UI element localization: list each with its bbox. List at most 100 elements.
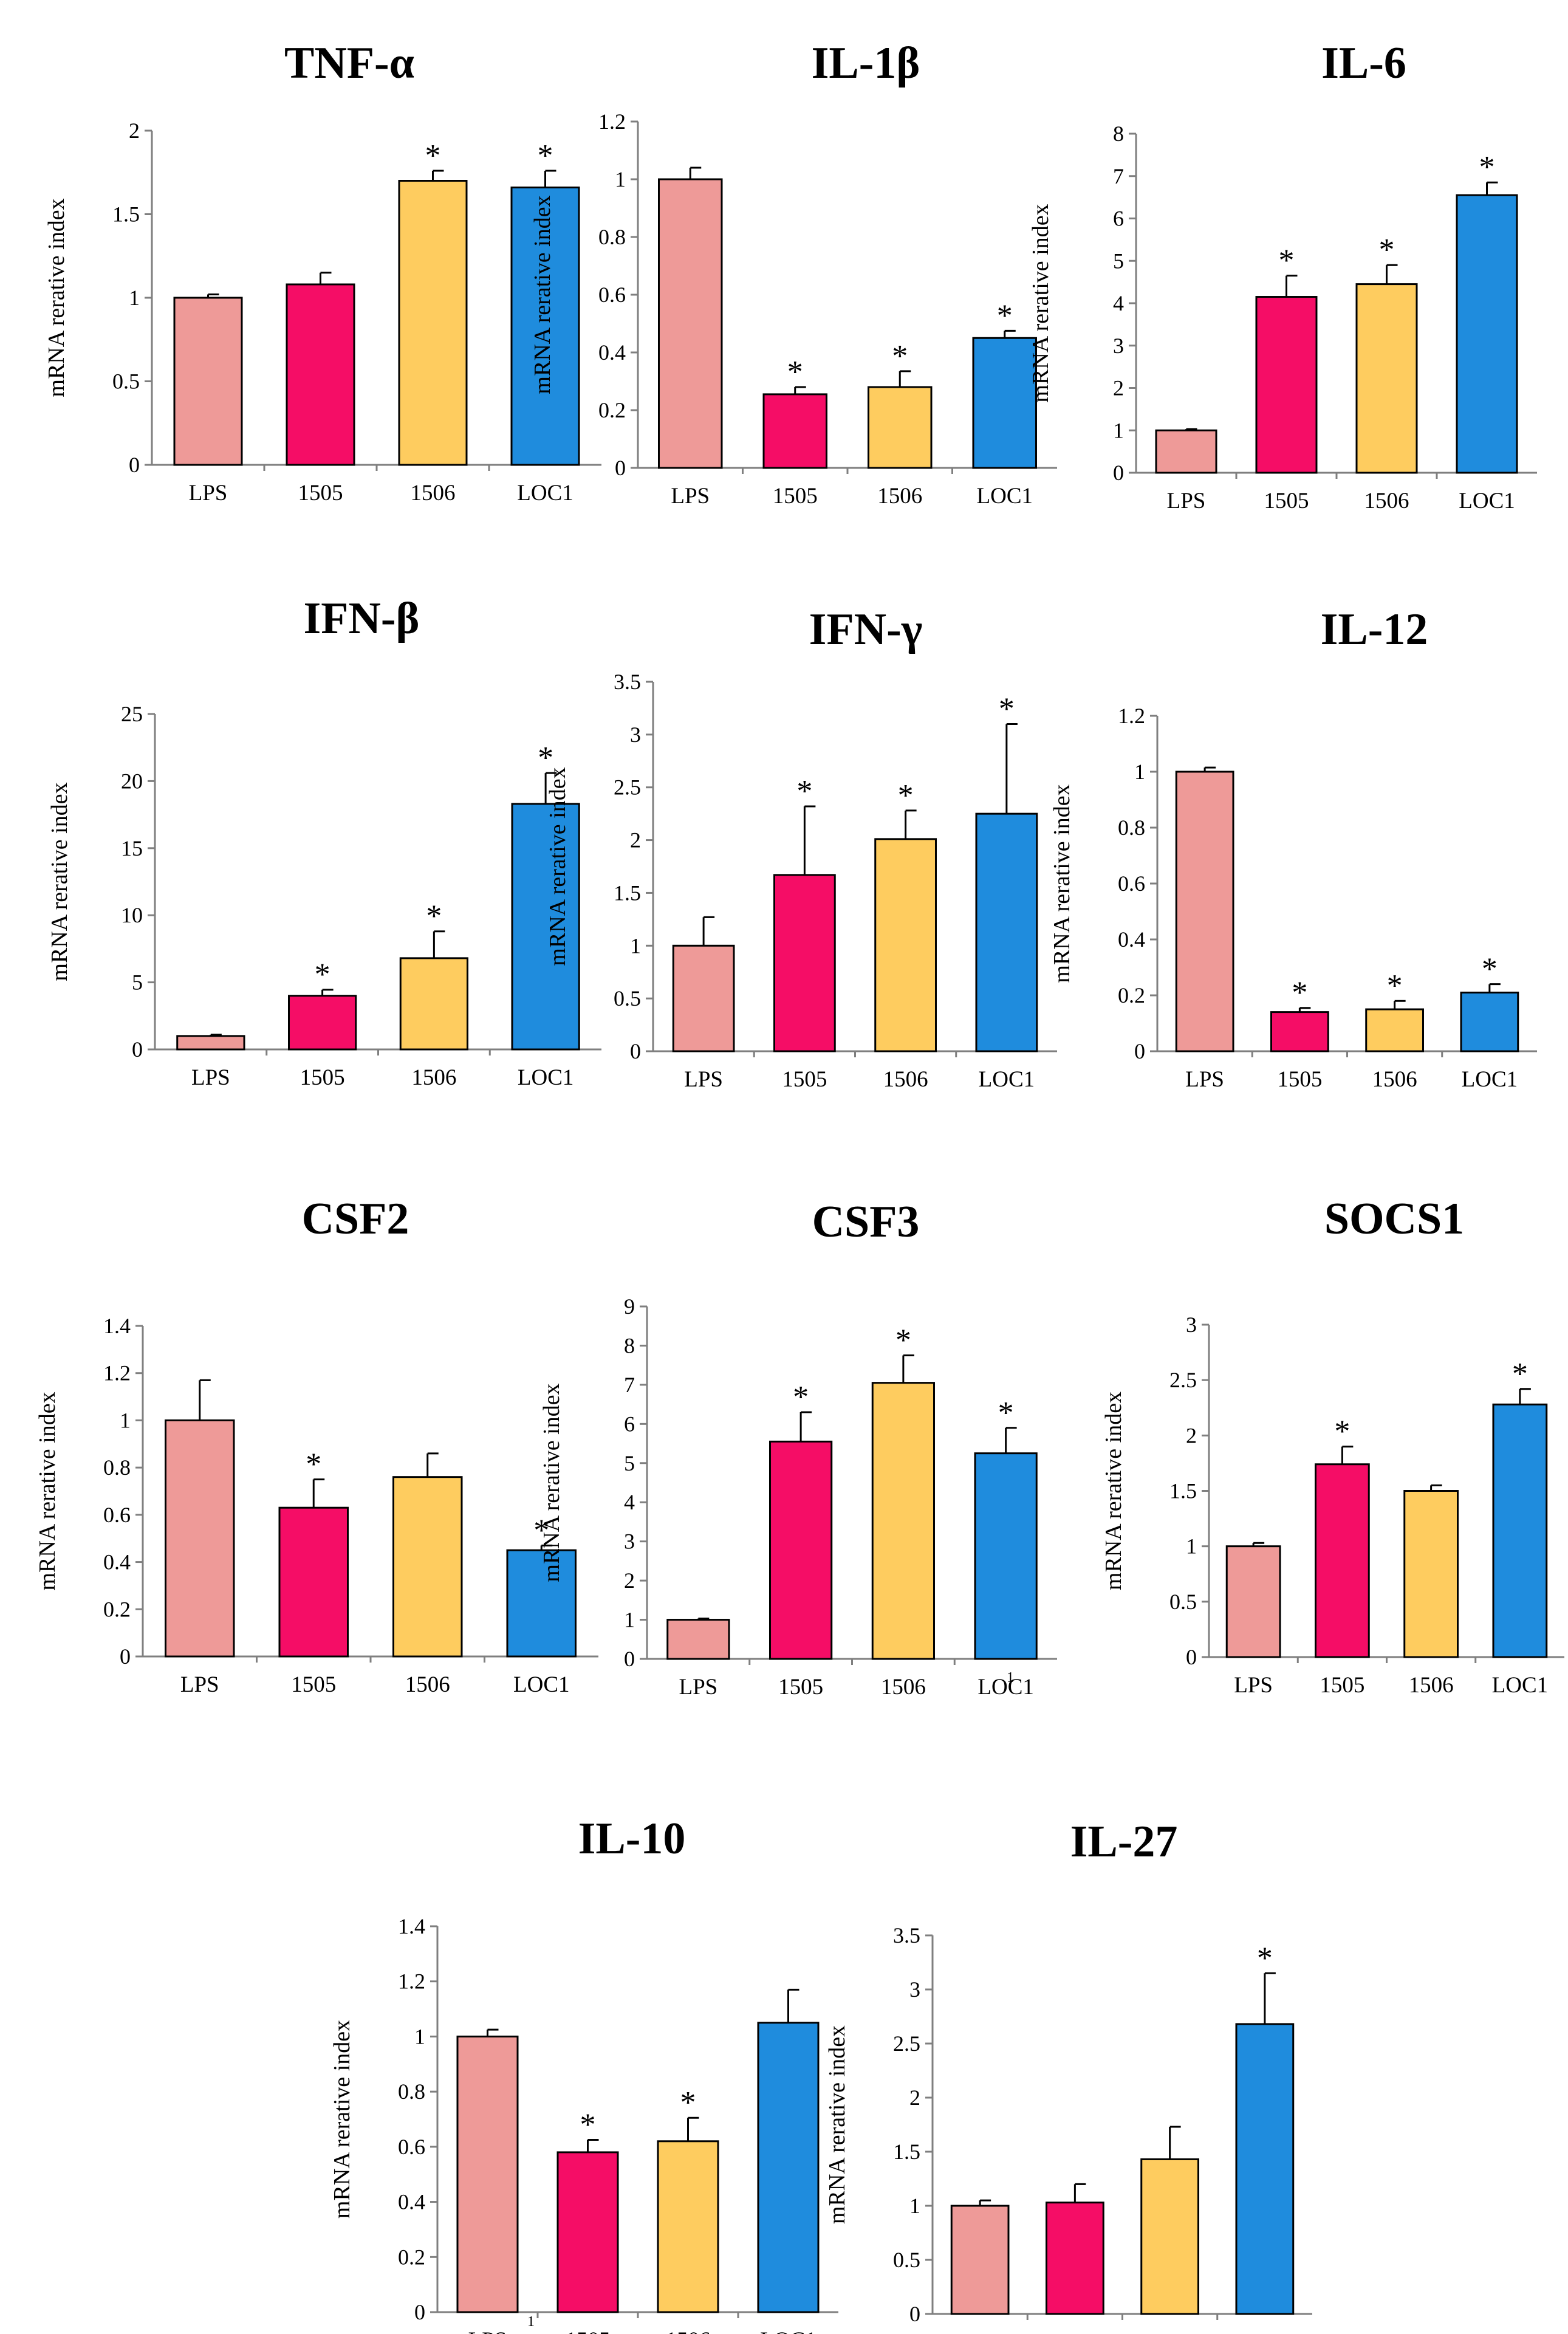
significance-marker: * <box>1387 969 1403 1003</box>
bar <box>1365 1008 1424 1052</box>
significance-marker: * <box>796 774 812 809</box>
x-tick-label: LOC1 <box>977 1675 1034 1700</box>
y-tick-label: 1 <box>1186 1534 1197 1559</box>
significance-marker: * <box>892 339 908 374</box>
chart-title: IL-1β <box>812 38 920 88</box>
bar <box>658 178 723 469</box>
y-tick-label: 20 <box>121 769 143 793</box>
y-tick-label: 0 <box>1113 461 1124 485</box>
significance-marker: * <box>787 355 803 390</box>
significance-marker: * <box>533 1513 549 1548</box>
significance-marker: * <box>1479 150 1495 185</box>
y-tick-label: 2 <box>624 1568 635 1593</box>
y-tick-label: 1.5 <box>1169 1479 1197 1503</box>
y-tick-label: 1.5 <box>893 2140 920 2164</box>
y-tick-label: 0.8 <box>1118 815 1145 840</box>
significance-marker: * <box>306 1447 321 1482</box>
significance-marker: * <box>898 778 914 813</box>
chart-panel: IL-10 mRNA rerative index 0 0.2 0.4 0.6 0.8 1 1.… <box>329 1814 838 2334</box>
y-tick-label: 1.2 <box>103 1361 131 1385</box>
y-axis-label: mRNA rerative index <box>35 1392 60 1590</box>
bar <box>399 957 468 1051</box>
bar <box>757 2022 820 2313</box>
y-axis-label: mRNA rerative index <box>824 2025 850 2224</box>
y-axis-label: mRNA rerative index <box>47 782 72 981</box>
bar <box>286 283 355 466</box>
y-axis-label: mRNA rerative index <box>329 2020 355 2219</box>
y-axis-label: mRNA rerative index <box>1028 204 1053 402</box>
bar <box>972 337 1037 469</box>
x-tick-label: 1506 <box>1148 2330 1193 2334</box>
x-tick-label: LOC1 <box>977 484 1033 509</box>
y-tick-label: 1 <box>630 933 641 958</box>
y-tick-label: 1.4 <box>398 1914 425 1938</box>
x-tick-label: LPS <box>671 484 710 509</box>
significance-marker: * <box>1482 952 1498 987</box>
significance-marker: * <box>1334 1415 1350 1449</box>
bar <box>1046 2202 1104 2315</box>
x-tick-label: LOC1 <box>517 481 573 506</box>
chart-panel: IFN-γ mRNA rerative index 0 0.5 1 1.5 2 2.5 3 3.5… <box>545 605 1057 1092</box>
bar <box>672 944 735 1052</box>
x-tick-label: 1506 <box>405 1672 450 1697</box>
bar <box>975 812 1038 1052</box>
y-tick-label: 1 <box>1134 760 1145 784</box>
y-tick-label: 10 <box>121 903 143 927</box>
y-tick-label: 2.5 <box>1169 1368 1197 1392</box>
chart-panel: IFN-β mRNA rerative index 0 5 10 15 20 25 LPS * 15… <box>47 594 601 1090</box>
chart-title: IFN-γ <box>809 605 923 654</box>
y-tick-label: 1 <box>129 286 140 310</box>
bar <box>1355 283 1418 474</box>
y-tick-label: 5 <box>1113 249 1124 273</box>
x-tick-label: LPS <box>180 1672 219 1697</box>
y-axis-label: mRNA rerative index <box>1049 784 1075 983</box>
x-tick-label: 1505 <box>298 481 343 506</box>
significance-marker: * <box>1279 244 1295 278</box>
x-tick-label: 1506 <box>881 1675 926 1700</box>
bar <box>868 386 933 469</box>
significance-marker: * <box>538 139 553 173</box>
y-tick-label: 5 <box>624 1451 635 1475</box>
y-axis-label: mRNA rerative index <box>545 767 570 966</box>
y-tick-label: 1.5 <box>614 880 641 905</box>
chart-title: CSF3 <box>812 1197 920 1247</box>
y-tick-label: 0.2 <box>1118 983 1145 1007</box>
y-tick-label: 2 <box>129 118 140 143</box>
x-tick-label: 1505 <box>300 1065 345 1090</box>
x-tick-label: 1506 <box>411 1065 456 1090</box>
x-tick-label: 1506 <box>883 1067 928 1092</box>
x-tick-label: 1506 <box>1409 1673 1454 1698</box>
significance-marker: * <box>997 298 1013 333</box>
y-tick-label: 3 <box>630 723 641 747</box>
y-axis-label: mRNA rerative index <box>539 1383 564 1582</box>
y-tick-label: 0.8 <box>398 2079 425 2104</box>
chart-panel: SOCS1 mRNA rerative index 0 0.5 1 1.5 2 2.5 3 LPS… <box>1101 1194 1564 1698</box>
y-tick-label: 6 <box>624 1412 635 1436</box>
y-tick-label: 1.2 <box>598 109 626 134</box>
y-tick-label: 0 <box>1186 1645 1197 1669</box>
bar <box>666 1619 730 1660</box>
bar <box>392 1476 463 1658</box>
y-tick-label: 3.5 <box>614 670 641 694</box>
significance-marker: * <box>895 1323 911 1358</box>
y-tick-label: 0 <box>129 453 140 477</box>
bar <box>773 874 836 1052</box>
y-tick-label: 0 <box>615 456 626 480</box>
x-tick-label: 1505 <box>291 1672 336 1697</box>
x-tick-label: LOC1 <box>1492 1673 1549 1698</box>
y-tick-label: 3.5 <box>893 1923 920 1948</box>
significance-marker: * <box>1292 976 1307 1011</box>
y-tick-label: 0.2 <box>103 1597 131 1621</box>
chart-title: IL-6 <box>1321 38 1406 88</box>
y-tick-label: 15 <box>121 836 143 860</box>
bar <box>1255 296 1318 474</box>
chart-title: IL-10 <box>578 1814 686 1864</box>
chart-title: IL-27 <box>1070 1817 1178 1867</box>
y-tick-label: 3 <box>909 1977 920 2002</box>
bar <box>165 1419 235 1658</box>
y-tick-label: 7 <box>1113 164 1124 188</box>
bar <box>1225 1545 1281 1658</box>
x-tick-label: 1506 <box>666 2328 711 2334</box>
y-tick-label: 0 <box>120 1644 131 1669</box>
